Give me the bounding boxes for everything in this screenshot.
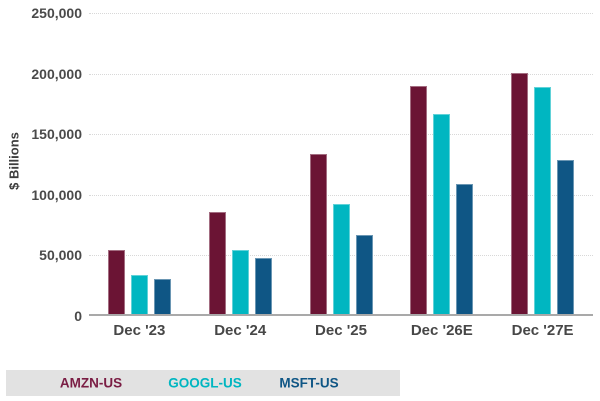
plot-area [89, 13, 593, 316]
x-axis-tick-labels: Dec '23 Dec '24 Dec '25 Dec '26E Dec '27E [89, 322, 593, 344]
bar-amzn-us-dec-23 [107, 249, 125, 314]
x-axis-label: Dec '24 [214, 322, 267, 339]
bar-amzn-us-dec-24 [208, 212, 226, 314]
bar-amzn-us-dec-27e [511, 72, 529, 314]
bar-amzn-us-dec-26e [410, 86, 428, 314]
bar-msft-us-dec-23 [153, 278, 171, 314]
legend-item-msft-us: MSFT-US [279, 375, 339, 391]
bar-googl-us-dec-26e [433, 114, 451, 314]
bar-googl-us-dec-23 [130, 275, 148, 314]
y-tick-label: 200,000 [31, 65, 82, 82]
bar-googl-us-dec-25 [332, 203, 350, 314]
y-axis-tick-labels: 0 50,000 100,000 150,000 200,000 250,000 [0, 0, 82, 340]
y-tick-label: 150,000 [31, 126, 82, 143]
y-tick-label: 0 [74, 308, 82, 324]
gridline [89, 73, 593, 75]
bar-googl-us-dec-27e [534, 87, 552, 314]
gridline [89, 13, 593, 14]
y-tick-label: 250,000 [31, 5, 82, 21]
y-tick-label: 50,000 [39, 247, 82, 264]
x-axis-label: Dec '25 [315, 322, 367, 339]
legend: AMZN-US GOOGL-US MSFT-US [6, 370, 400, 396]
bar-msft-us-dec-24 [254, 258, 272, 314]
x-axis-label: Dec '23 [113, 322, 166, 339]
y-tick-label: 100,000 [31, 186, 82, 203]
legend-item-googl-us: GOOGL-US [168, 375, 242, 391]
bar-googl-us-dec-24 [231, 249, 249, 314]
bar-amzn-us-dec-25 [309, 154, 327, 314]
bar-msft-us-dec-26e [456, 184, 474, 314]
x-axis-label: Dec '27E [511, 322, 574, 339]
bar-msft-us-dec-25 [355, 235, 373, 314]
gridline [89, 134, 593, 136]
gridline [89, 194, 593, 196]
legend-item-amzn-us: AMZN-US [59, 375, 123, 391]
x-axis-label: Dec '26E [410, 322, 473, 339]
bar-msft-us-dec-27e [557, 160, 575, 314]
